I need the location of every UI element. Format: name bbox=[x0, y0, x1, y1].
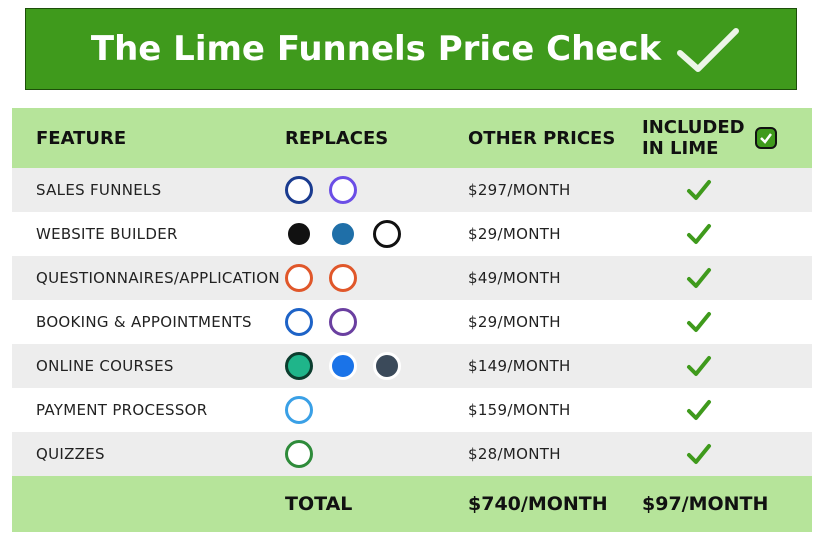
replaced-logo bbox=[329, 264, 357, 292]
included-check bbox=[687, 312, 711, 332]
table-row: ONLINE COURSES $149/MONTH bbox=[12, 344, 812, 388]
replaced-logo bbox=[285, 220, 313, 248]
price: $28/MONTH bbox=[468, 445, 561, 463]
table-row: BOOKING & APPOINTMENTS $29/MONTH bbox=[12, 300, 812, 344]
feature: QUESTIONNAIRES/APPLICATION bbox=[36, 269, 280, 287]
included-check bbox=[687, 356, 711, 376]
included-check bbox=[687, 224, 711, 244]
price: $297/MONTH bbox=[468, 181, 571, 199]
total-row: TOTAL $740/MONTH $97/MONTH bbox=[12, 476, 812, 532]
col-header: FEATURE bbox=[36, 127, 127, 149]
table-header: FEATURE REPLACES OTHER PRICES INCLUDED I… bbox=[12, 108, 812, 168]
table-row: SALES FUNNELS $297/MONTH bbox=[12, 168, 812, 212]
feature: QUIZZES bbox=[36, 445, 105, 463]
replaced-logo bbox=[285, 308, 313, 336]
replaced-logo bbox=[329, 220, 357, 248]
price: $29/MONTH bbox=[468, 313, 561, 331]
replaced-logo bbox=[285, 440, 313, 468]
total-other: $740/MONTH bbox=[468, 493, 608, 515]
replaced-logo bbox=[285, 396, 313, 424]
replaced-logo bbox=[285, 352, 313, 380]
included-check bbox=[687, 268, 711, 288]
replaced-logo bbox=[329, 176, 357, 204]
table-row: QUIZZES $28/MONTH bbox=[12, 432, 812, 476]
title-check bbox=[677, 28, 739, 72]
feature: PAYMENT PROCESSOR bbox=[36, 401, 208, 419]
price: $159/MONTH bbox=[468, 401, 571, 419]
feature: ONLINE COURSES bbox=[36, 357, 174, 375]
table-row: PAYMENT PROCESSOR $159/MONTH bbox=[12, 388, 812, 432]
total-lime: $97/MONTH bbox=[642, 493, 769, 515]
price: $149/MONTH bbox=[468, 357, 571, 375]
col-header: INCLUDED IN LIME bbox=[642, 117, 745, 159]
col-header: REPLACES bbox=[285, 127, 389, 149]
col-header: OTHER PRICES bbox=[468, 127, 616, 149]
included-check bbox=[687, 444, 711, 464]
included-check bbox=[687, 180, 711, 200]
replaced-logo bbox=[285, 176, 313, 204]
replaced-logo bbox=[285, 264, 313, 292]
replaced-logo bbox=[373, 220, 401, 248]
price: $49/MONTH bbox=[468, 269, 561, 287]
price: $29/MONTH bbox=[468, 225, 561, 243]
total-label: TOTAL bbox=[285, 493, 353, 515]
title: The Lime Funnels Price Check bbox=[90, 29, 662, 69]
feature: WEBSITE BUILDER bbox=[36, 225, 178, 243]
replaced-logo bbox=[373, 352, 401, 380]
title-banner: The Lime Funnels Price Check bbox=[25, 8, 797, 90]
replaced-logo bbox=[329, 308, 357, 336]
included-check bbox=[687, 400, 711, 420]
feature: SALES FUNNELS bbox=[36, 181, 162, 199]
table-row: WEBSITE BUILDER $29/MONTH bbox=[12, 212, 812, 256]
feature: BOOKING & APPOINTMENTS bbox=[36, 313, 252, 331]
replaced-logo bbox=[329, 352, 357, 380]
table-row: QUESTIONNAIRES/APPLICATION $49/MONTH bbox=[12, 256, 812, 300]
header-check bbox=[755, 127, 777, 149]
